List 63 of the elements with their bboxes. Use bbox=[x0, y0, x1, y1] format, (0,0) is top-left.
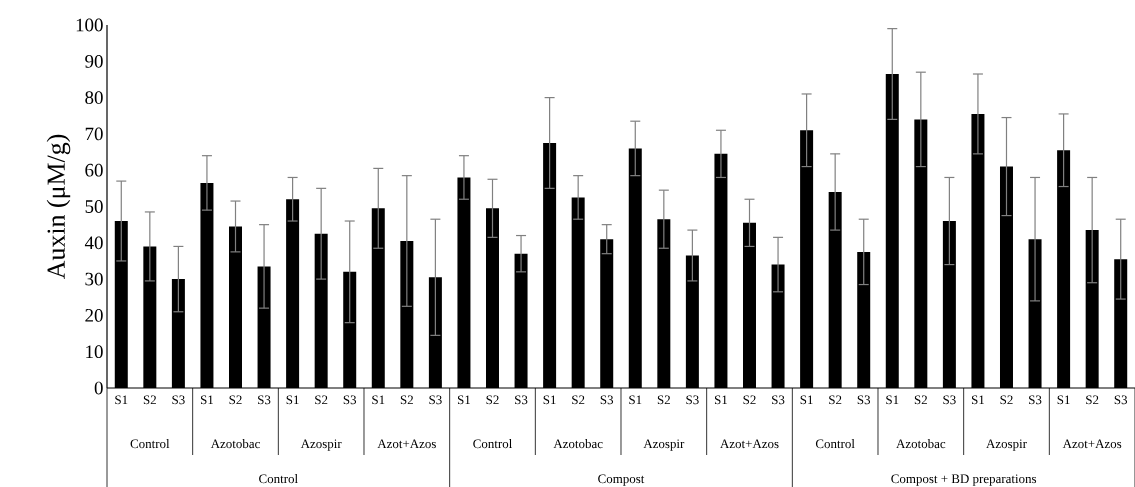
text: Control bbox=[130, 439, 170, 449]
y-tick-label: 40 bbox=[84, 236, 103, 250]
x-tick-label: S2 bbox=[1086, 395, 1099, 405]
x-tick-label: S1 bbox=[286, 395, 299, 405]
x-tick-label: S3 bbox=[429, 395, 442, 405]
text: Control bbox=[473, 439, 513, 449]
x-tick-label: S3 bbox=[600, 395, 614, 405]
x-tick-label: S2 bbox=[229, 395, 242, 405]
x-tick-label: S2 bbox=[829, 395, 842, 405]
x-tick-label: S1 bbox=[457, 395, 471, 405]
x-tick-label: S2 bbox=[914, 395, 927, 405]
x-tick-label: S3 bbox=[258, 395, 271, 405]
text: Azospir bbox=[643, 439, 685, 451]
text: Azot+Azos bbox=[720, 439, 779, 449]
x-tick-label: S1 bbox=[372, 395, 385, 405]
x-tick-label: S3 bbox=[943, 395, 956, 405]
y-tick-label: 10 bbox=[86, 345, 103, 359]
text: Azotobac bbox=[896, 439, 946, 449]
x-tick-label: S1 bbox=[886, 395, 899, 405]
x-tick-label: S1 bbox=[115, 395, 128, 405]
x-tick-label: S3 bbox=[1114, 395, 1128, 405]
x-tick-label: S1 bbox=[200, 395, 214, 405]
y-tick-label: 50 bbox=[85, 200, 103, 213]
x-tick-label: S3 bbox=[857, 395, 871, 405]
y-tick-label: 90 bbox=[85, 54, 103, 68]
text: Azotobac bbox=[210, 439, 260, 449]
y-axis-title: Auxin (μM/g) bbox=[46, 134, 71, 280]
text: Azot+Azos bbox=[1062, 439, 1122, 449]
x-tick-label: S2 bbox=[572, 395, 585, 405]
y-tick-label: 70 bbox=[85, 127, 103, 141]
x-tick-label: S3 bbox=[772, 395, 785, 405]
text: Azot+Azos bbox=[377, 439, 436, 449]
x-tick-label: S1 bbox=[543, 395, 556, 405]
x-tick-label: S2 bbox=[143, 395, 156, 405]
y-tick-label: 80 bbox=[85, 91, 103, 104]
x-tick-label: S1 bbox=[629, 395, 642, 405]
x-tick-label: S2 bbox=[315, 395, 328, 405]
text: Azospir bbox=[300, 439, 342, 451]
y-tick-label: 30 bbox=[85, 272, 103, 286]
x-tick-label: S2 bbox=[657, 395, 670, 405]
x-tick-label: S1 bbox=[714, 395, 728, 405]
y-tick-label: 60 bbox=[85, 163, 103, 177]
x-tick-label: S1 bbox=[1057, 395, 1070, 405]
text: Compost bbox=[598, 474, 645, 486]
x-tick-label: S3 bbox=[172, 395, 185, 405]
text: Compost + BD preparations bbox=[891, 474, 1037, 486]
x-tick-label: S2 bbox=[400, 395, 413, 405]
text: Azotobac bbox=[553, 439, 603, 449]
x-tick-label: S3 bbox=[686, 395, 699, 405]
x-tick-label: S3 bbox=[343, 395, 357, 405]
x-tick-label: S1 bbox=[800, 395, 813, 405]
y-tick-label: 20 bbox=[85, 309, 103, 322]
x-tick-label: S3 bbox=[515, 395, 528, 405]
x-tick-label: S2 bbox=[1000, 395, 1013, 405]
x-tick-label: S2 bbox=[743, 395, 756, 405]
x-tick-label: S1 bbox=[971, 395, 984, 405]
y-tick-label: 0 bbox=[94, 381, 103, 395]
text: Control bbox=[815, 439, 855, 449]
x-tick-label: S3 bbox=[1029, 395, 1042, 405]
text: Azospir bbox=[986, 439, 1027, 451]
text: Control bbox=[259, 474, 298, 484]
x-tick-label: S2 bbox=[486, 395, 499, 405]
y-tick-label: 100 bbox=[76, 18, 103, 32]
